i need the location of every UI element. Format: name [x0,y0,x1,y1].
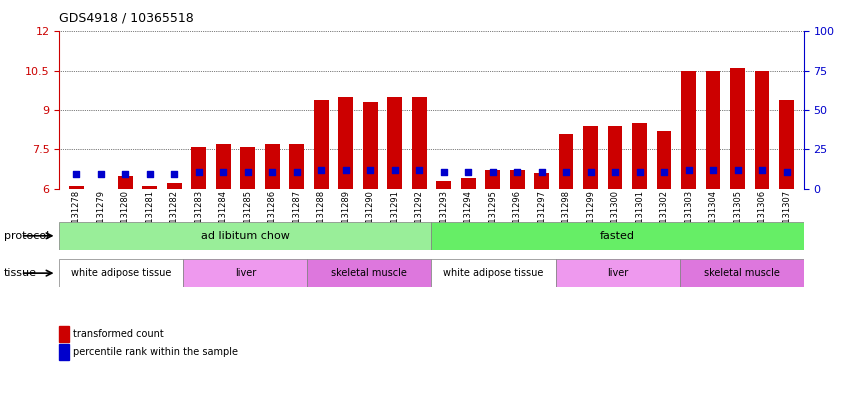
Point [118,171,132,177]
Text: liver: liver [234,268,256,278]
Point [69,171,83,177]
Text: percentile rank within the sample: percentile rank within the sample [73,347,238,357]
Point [535,169,548,176]
Bar [167,184,182,346]
Point [437,169,450,176]
Point [706,167,720,173]
Bar [583,126,598,346]
Point [364,167,377,173]
Text: tissue: tissue [4,268,37,278]
Text: white adipose tissue: white adipose tissue [71,268,172,278]
Point [510,169,524,175]
Text: protocol: protocol [4,231,49,241]
Point [217,169,230,175]
Point [608,169,622,175]
Bar [431,259,556,287]
Bar [118,176,133,346]
Bar [656,131,672,346]
Point [461,169,475,175]
Bar [730,68,745,346]
Text: GDS4918 / 10365518: GDS4918 / 10365518 [59,12,194,25]
Bar [142,186,157,346]
Bar [363,102,377,346]
Bar [706,71,721,346]
Point [94,171,107,178]
Point [192,169,206,175]
Bar [556,259,679,287]
Bar [184,259,307,287]
Point [315,167,328,173]
Bar [314,99,328,346]
Point [388,167,402,173]
Bar [535,173,549,346]
Bar [431,222,804,250]
Bar [679,259,804,287]
Bar [387,97,402,346]
Bar [632,123,647,346]
Bar [755,71,769,346]
Text: skeletal muscle: skeletal muscle [332,268,408,278]
Point [168,171,181,178]
Point [413,167,426,173]
Point [657,169,671,175]
Point [755,167,769,173]
Bar [486,170,500,346]
Point [584,169,597,175]
Point [241,169,255,175]
Point [559,169,573,175]
Bar [779,99,794,346]
Text: white adipose tissue: white adipose tissue [443,268,544,278]
Bar [289,144,304,346]
Bar [216,144,231,346]
Bar [437,181,451,346]
Point [290,169,304,175]
Bar [69,186,84,346]
Point [266,169,279,175]
Point [731,167,744,173]
Bar [412,97,426,346]
Bar [510,170,525,346]
Bar [265,144,280,346]
Bar [307,259,431,287]
Point [682,167,695,173]
Bar [59,259,184,287]
Bar [338,97,353,346]
Bar [94,189,108,346]
Point [143,171,157,177]
Bar [191,147,206,346]
Bar [607,126,623,346]
Point [339,167,353,173]
Text: ad libitum chow: ad libitum chow [201,231,290,241]
Text: fasted: fasted [600,231,635,241]
Text: liver: liver [607,268,629,278]
Point [780,169,794,175]
Bar [59,222,431,250]
Point [633,169,646,175]
Bar [681,71,696,346]
Text: skeletal muscle: skeletal muscle [704,268,780,278]
Bar [461,178,475,346]
Bar [240,147,255,346]
Text: transformed count: transformed count [73,329,163,339]
Point [486,169,499,175]
Bar [559,134,574,346]
